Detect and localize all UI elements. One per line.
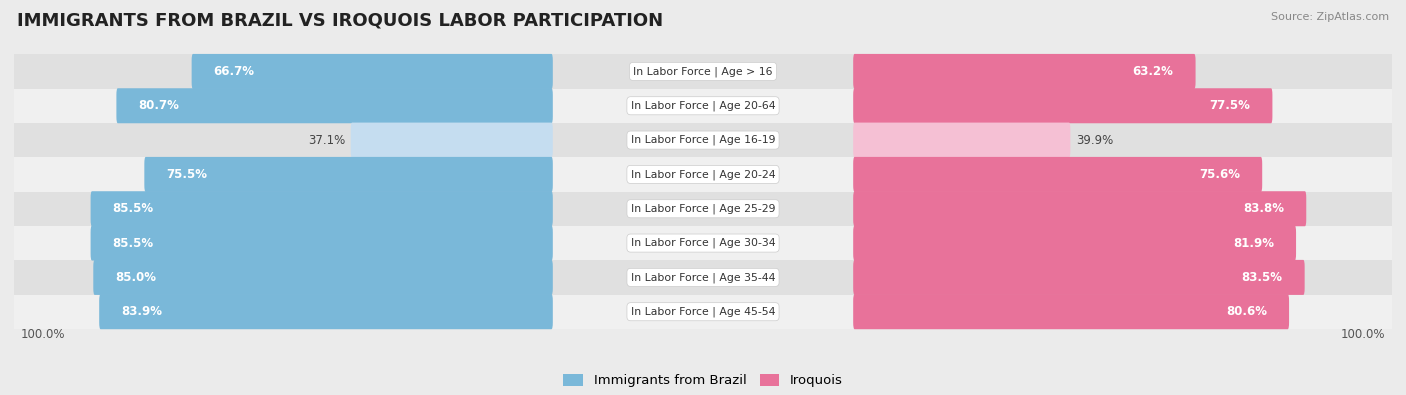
Text: 85.5%: 85.5% bbox=[112, 202, 153, 215]
FancyBboxPatch shape bbox=[853, 122, 1070, 158]
FancyBboxPatch shape bbox=[14, 54, 1392, 88]
Text: 75.6%: 75.6% bbox=[1199, 168, 1240, 181]
Text: In Labor Force | Age 35-44: In Labor Force | Age 35-44 bbox=[631, 272, 775, 283]
Legend: Immigrants from Brazil, Iroquois: Immigrants from Brazil, Iroquois bbox=[558, 369, 848, 393]
Text: 81.9%: 81.9% bbox=[1233, 237, 1274, 250]
FancyBboxPatch shape bbox=[853, 54, 1195, 89]
Text: 100.0%: 100.0% bbox=[1340, 327, 1385, 340]
FancyBboxPatch shape bbox=[145, 157, 553, 192]
FancyBboxPatch shape bbox=[853, 88, 1272, 123]
Text: 63.2%: 63.2% bbox=[1133, 65, 1174, 78]
FancyBboxPatch shape bbox=[93, 260, 553, 295]
FancyBboxPatch shape bbox=[117, 88, 553, 123]
FancyBboxPatch shape bbox=[853, 226, 1296, 261]
FancyBboxPatch shape bbox=[191, 54, 553, 89]
FancyBboxPatch shape bbox=[14, 88, 1392, 123]
Text: In Labor Force | Age 45-54: In Labor Force | Age 45-54 bbox=[631, 307, 775, 317]
FancyBboxPatch shape bbox=[14, 192, 1392, 226]
FancyBboxPatch shape bbox=[14, 295, 1392, 329]
Text: In Labor Force | Age > 16: In Labor Force | Age > 16 bbox=[633, 66, 773, 77]
Text: 66.7%: 66.7% bbox=[214, 65, 254, 78]
Text: In Labor Force | Age 16-19: In Labor Force | Age 16-19 bbox=[631, 135, 775, 145]
Text: 100.0%: 100.0% bbox=[21, 327, 66, 340]
FancyBboxPatch shape bbox=[14, 123, 1392, 157]
Text: 85.5%: 85.5% bbox=[112, 237, 153, 250]
Text: 80.6%: 80.6% bbox=[1226, 305, 1267, 318]
Text: 83.9%: 83.9% bbox=[121, 305, 162, 318]
FancyBboxPatch shape bbox=[14, 226, 1392, 260]
Text: 80.7%: 80.7% bbox=[138, 99, 180, 112]
Text: In Labor Force | Age 30-34: In Labor Force | Age 30-34 bbox=[631, 238, 775, 248]
FancyBboxPatch shape bbox=[100, 294, 553, 329]
Text: 77.5%: 77.5% bbox=[1209, 99, 1250, 112]
Text: 83.5%: 83.5% bbox=[1241, 271, 1282, 284]
FancyBboxPatch shape bbox=[90, 226, 553, 261]
Text: 83.8%: 83.8% bbox=[1243, 202, 1284, 215]
FancyBboxPatch shape bbox=[14, 260, 1392, 295]
FancyBboxPatch shape bbox=[350, 122, 553, 158]
Text: 39.9%: 39.9% bbox=[1076, 134, 1114, 147]
Text: In Labor Force | Age 20-24: In Labor Force | Age 20-24 bbox=[631, 169, 775, 180]
Text: IMMIGRANTS FROM BRAZIL VS IROQUOIS LABOR PARTICIPATION: IMMIGRANTS FROM BRAZIL VS IROQUOIS LABOR… bbox=[17, 12, 664, 30]
FancyBboxPatch shape bbox=[14, 157, 1392, 192]
Text: 85.0%: 85.0% bbox=[115, 271, 156, 284]
Text: 75.5%: 75.5% bbox=[166, 168, 207, 181]
FancyBboxPatch shape bbox=[853, 260, 1305, 295]
Text: In Labor Force | Age 20-64: In Labor Force | Age 20-64 bbox=[631, 100, 775, 111]
FancyBboxPatch shape bbox=[853, 157, 1263, 192]
FancyBboxPatch shape bbox=[853, 191, 1306, 226]
Text: Source: ZipAtlas.com: Source: ZipAtlas.com bbox=[1271, 12, 1389, 22]
Text: In Labor Force | Age 25-29: In Labor Force | Age 25-29 bbox=[631, 203, 775, 214]
Text: 37.1%: 37.1% bbox=[308, 134, 346, 147]
FancyBboxPatch shape bbox=[90, 191, 553, 226]
FancyBboxPatch shape bbox=[853, 294, 1289, 329]
